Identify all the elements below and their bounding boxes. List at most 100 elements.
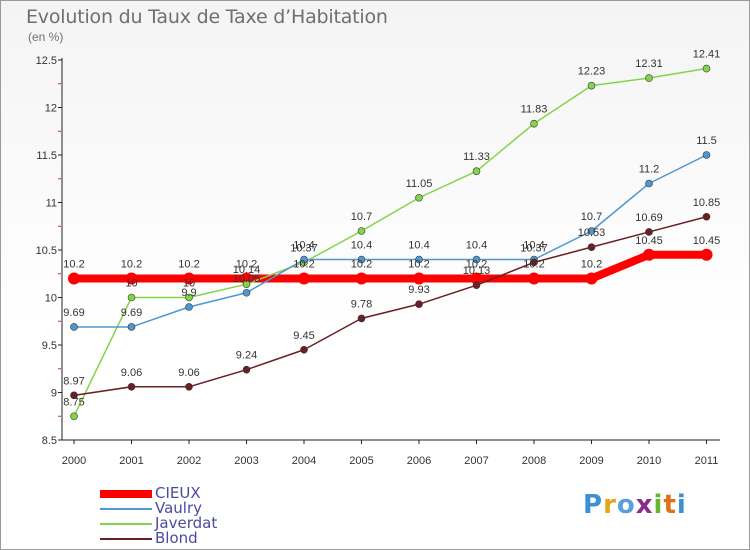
logo-letter: i: [653, 490, 664, 520]
data-label-javerdat: 12.23: [578, 66, 606, 78]
data-label-blond: 9.45: [293, 330, 314, 342]
x-tick-label: 2004: [292, 455, 316, 467]
data-label-blond: 8.97: [63, 375, 84, 387]
data-label-blond: 10.37: [520, 242, 548, 254]
data-point-vaulry: [70, 323, 78, 331]
data-label-blond: 9.24: [236, 350, 257, 362]
data-label-vaulry: 10.7: [581, 211, 602, 223]
data-point-vaulry: [587, 227, 596, 235]
x-tick-label: 2011: [695, 455, 719, 467]
data-point-blond: [127, 382, 136, 391]
data-label-javerdat: 11.83: [521, 104, 548, 116]
logo-letter: t: [663, 490, 677, 520]
legend-item-vaulry: Vaulry: [100, 499, 280, 517]
x-tick-label: 2010: [637, 455, 661, 467]
chart-subtitle: (en %): [28, 30, 64, 44]
legend: CIEUX Vaulry Javerdat Blond: [100, 484, 280, 547]
data-label-blond: 9.06: [121, 367, 142, 379]
legend-item-javerdat: Javerdat: [100, 514, 280, 532]
data-point-blond: [300, 345, 308, 354]
data-label-vaulry: 9.69: [63, 307, 84, 319]
legend-swatch: [100, 538, 152, 540]
data-point-javerdat: [127, 293, 136, 302]
data-label-javerdat: 10.7: [351, 211, 372, 223]
series-line-blond: [73, 216, 708, 397]
data-point-javerdat: [472, 167, 481, 175]
series-line-javerdat: [73, 67, 708, 417]
y-tick-label: 8.5: [42, 435, 57, 447]
data-label-blond: 10.69: [635, 212, 663, 224]
data-label-blond: 9.93: [408, 284, 429, 296]
data-label-blond: 10.53: [578, 227, 606, 239]
data-point-javerdat: [415, 193, 423, 202]
legend-swatch: [100, 490, 152, 498]
data-point-cieux: [643, 248, 655, 261]
data-label-cieux: 10.2: [293, 259, 314, 271]
y-tick-label: 10: [45, 293, 57, 305]
data-label-vaulry: 10.05: [233, 273, 261, 285]
data-point-cieux: [355, 272, 368, 285]
data-point-javerdat: [185, 293, 193, 302]
data-label-blond: 9.78: [351, 298, 372, 310]
proxiti-logo: Proxiti: [583, 490, 687, 520]
legend-label: Blond: [155, 529, 198, 547]
data-label-blond: 10.13: [463, 265, 491, 277]
data-label-javerdat: 10: [125, 278, 137, 290]
x-tick-label: 2007: [464, 455, 488, 467]
series-line-cieux: [70, 250, 711, 283]
y-tick-label: 12: [45, 103, 57, 115]
data-point-vaulry: [242, 288, 251, 297]
data-label-cieux: 10.45: [635, 235, 663, 247]
data-label-vaulry: 10.4: [293, 240, 314, 252]
data-label-cieux: 10.2: [351, 259, 372, 271]
data-point-cieux: [298, 272, 310, 285]
data-point-blond: [645, 228, 653, 236]
data-point-vaulry: [300, 255, 308, 264]
data-point-javerdat: [530, 119, 538, 128]
data-label-blond: 9.06: [178, 367, 199, 379]
x-tick-label: 2008: [522, 455, 546, 467]
data-point-vaulry: [415, 255, 423, 264]
legend-label: CIEUX: [155, 484, 201, 502]
data-point-javerdat: [357, 227, 366, 235]
data-label-vaulry: 11.2: [639, 164, 660, 176]
data-label-blond: 10.85: [693, 197, 721, 209]
logo-letter: i: [676, 490, 687, 520]
data-label-cieux: 10.2: [523, 259, 544, 271]
data-point-cieux: [470, 272, 483, 285]
data-label-vaulry: 9.69: [121, 307, 142, 319]
data-label-javerdat: 8.75: [63, 396, 84, 408]
data-label-javerdat: 12.41: [693, 49, 721, 61]
y-tick-label: 11: [46, 198, 57, 210]
legend-label: Vaulry: [155, 499, 203, 517]
y-tick-label: 11.5: [36, 150, 57, 162]
data-label-vaulry: 10.4: [408, 240, 429, 252]
series-line-vaulry: [73, 154, 708, 328]
data-point-blond: [702, 212, 711, 221]
data-point-blond: [415, 300, 423, 308]
data-label-vaulry: 10.4: [466, 240, 487, 252]
data-label-javerdat: 10: [183, 278, 195, 290]
data-label-cieux: 10.2: [408, 259, 429, 271]
data-point-cieux: [68, 272, 80, 285]
data-point-blond: [587, 243, 596, 251]
data-label-javerdat: 10.37: [290, 242, 318, 254]
data-point-cieux: [528, 272, 540, 285]
y-tick-label: 10.5: [36, 245, 57, 257]
logo-letter: P: [583, 490, 604, 520]
data-label-cieux: 10.2: [581, 259, 602, 271]
y-tick-label: 12.5: [36, 55, 57, 67]
data-point-blond: [472, 281, 481, 289]
legend-label: Javerdat: [155, 514, 218, 532]
data-point-vaulry: [702, 151, 711, 159]
x-tick-label: 2002: [177, 455, 201, 467]
x-tick-label: 2005: [349, 455, 373, 467]
data-point-javerdat: [70, 412, 78, 421]
data-point-blond: [357, 314, 366, 323]
legend-item-blond: Blond: [100, 529, 280, 547]
data-label-cieux: 10.2: [178, 259, 199, 271]
data-point-cieux: [700, 248, 713, 261]
data-point-javerdat: [242, 280, 251, 289]
data-point-cieux: [413, 272, 425, 285]
